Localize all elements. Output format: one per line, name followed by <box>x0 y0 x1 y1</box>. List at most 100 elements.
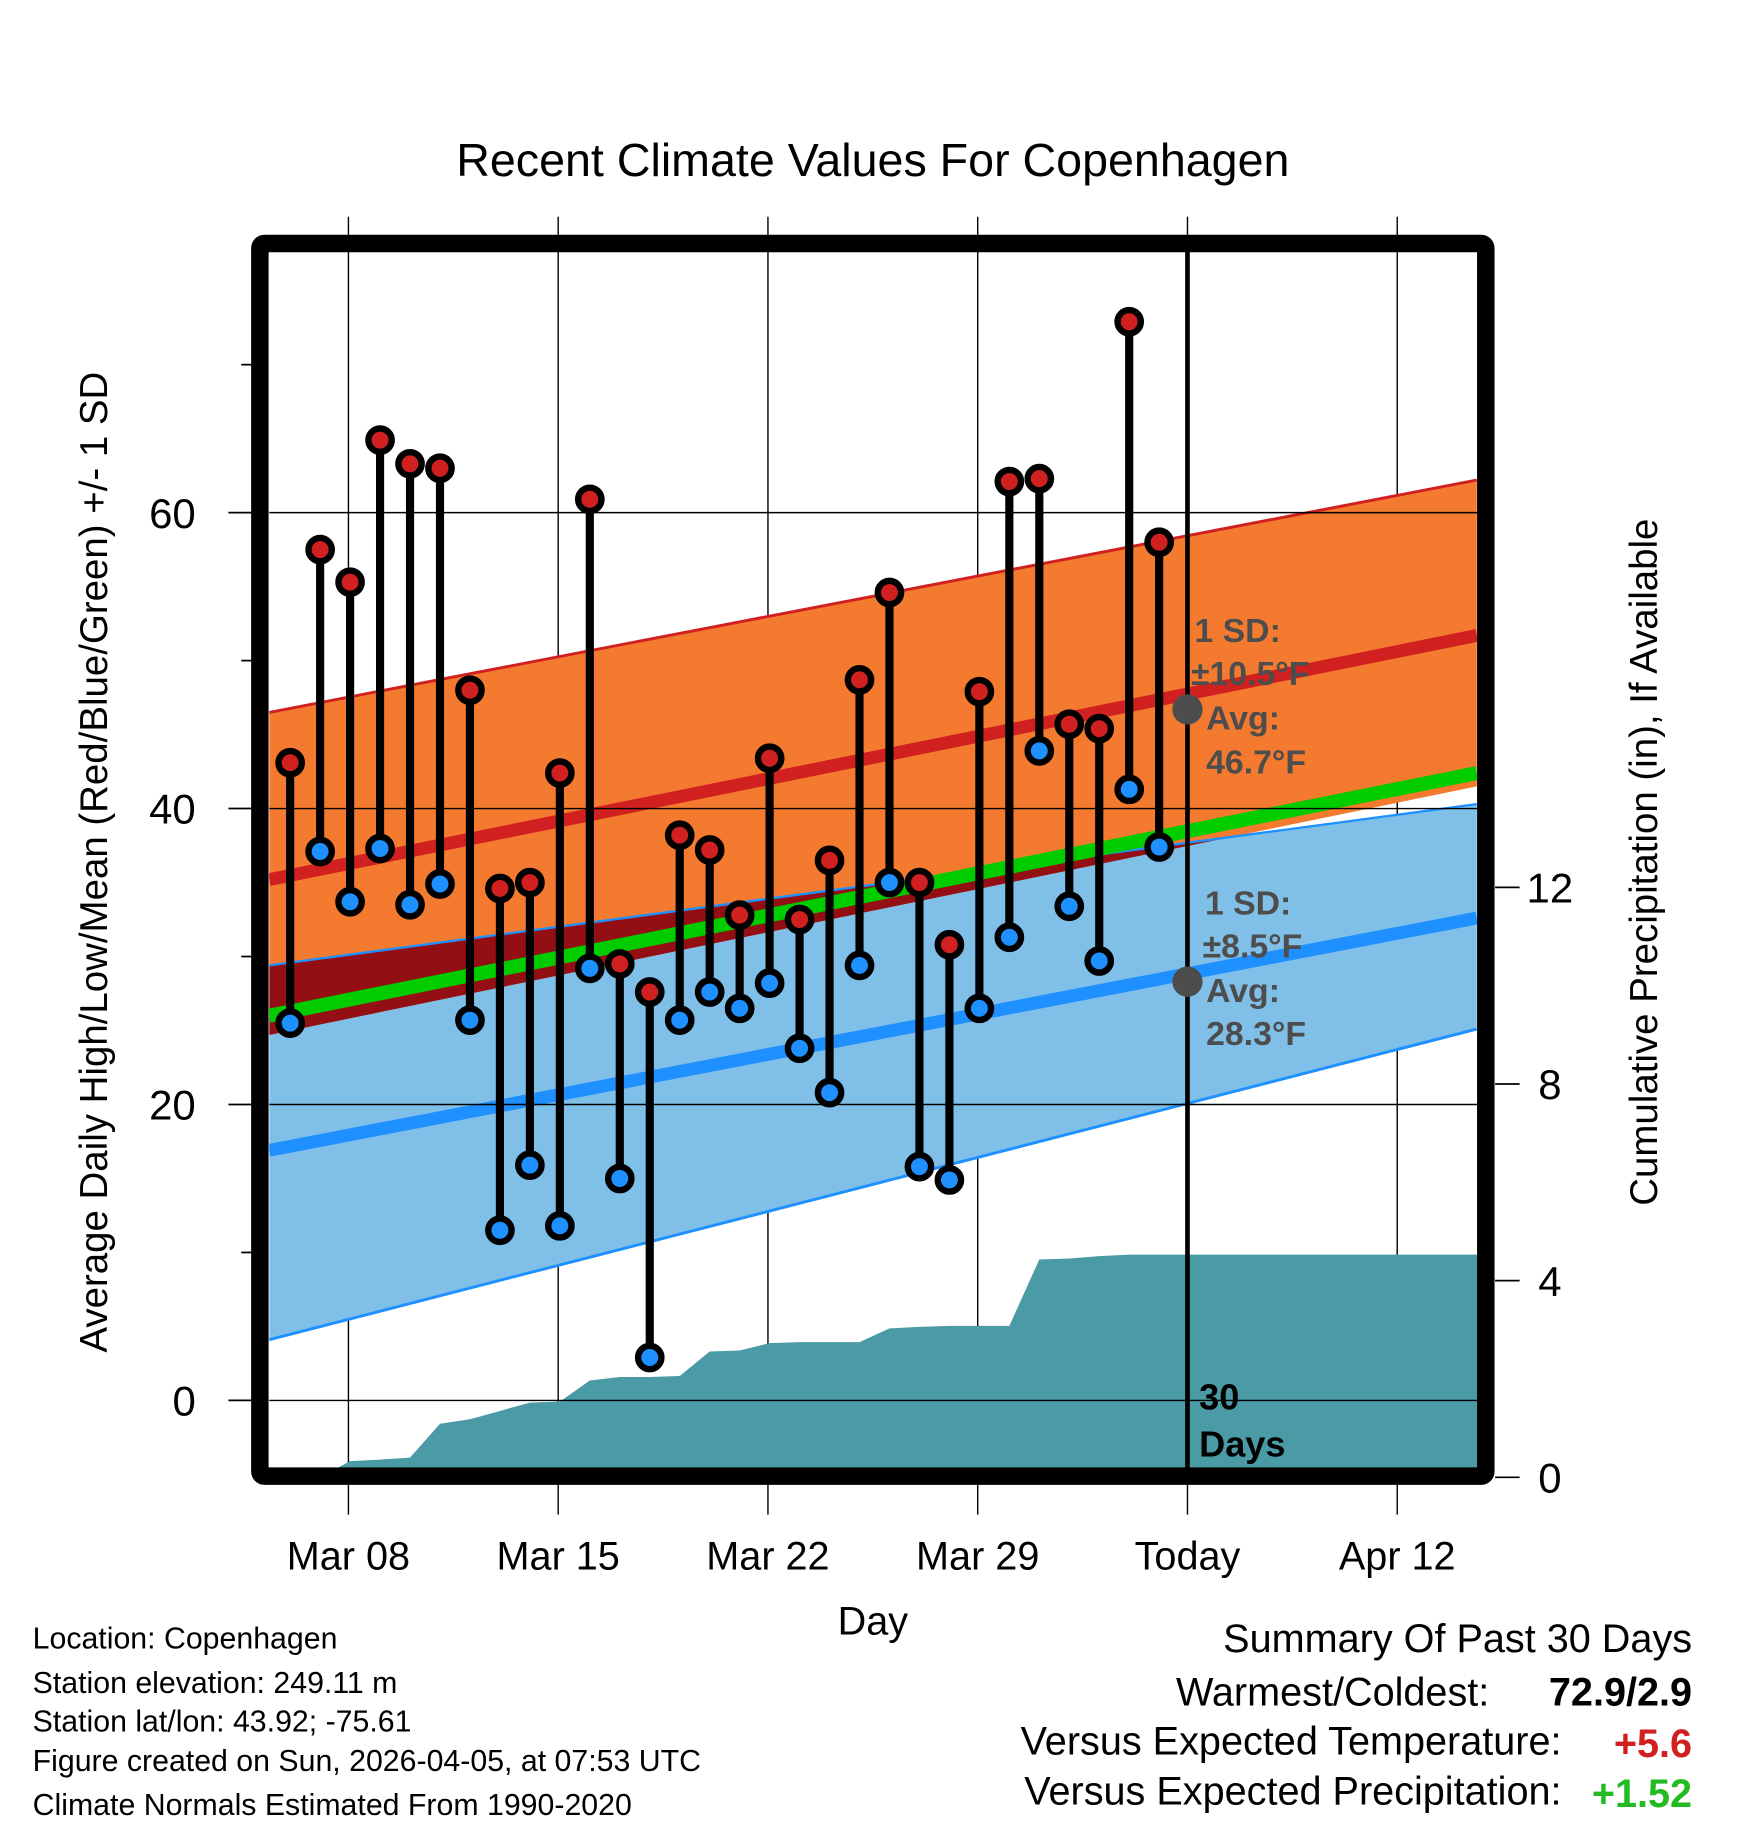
high-point <box>1024 463 1055 494</box>
low-sd-value: ±8.5°F <box>1203 928 1303 966</box>
high-point <box>724 900 755 930</box>
axes: Mar 08 Mar 15 Mar 22 Mar 29 Today Apr 1202040… <box>149 363 1574 1578</box>
high-point <box>604 949 635 979</box>
low-point <box>1084 946 1115 976</box>
high-point <box>814 845 845 876</box>
high-sd-label: 1 SD: <box>1194 612 1280 650</box>
low-point <box>485 1215 515 1246</box>
window-days-number: 30 <box>1199 1377 1239 1418</box>
summary-warm-cold-value: 72.9/2.9 <box>1549 1671 1692 1715</box>
footer-latlon: Station lat/lon: 43.92; -75.61 <box>33 1705 412 1738</box>
high-point <box>1054 709 1085 740</box>
low-sd-label: 1 SD: <box>1205 885 1291 923</box>
low-avg-label: Avg: <box>1206 972 1280 1010</box>
low-sd-lower-edge <box>269 1027 1478 1342</box>
footer-created: Figure created on Sun, 2026-04-05, at 07… <box>33 1745 701 1778</box>
normal-bands <box>269 478 1478 1468</box>
summary-warm-cold-label: Warmest/Coldest: <box>1176 1671 1489 1715</box>
y2-tick-label: 0 <box>1538 1454 1561 1501</box>
high-point <box>365 425 395 455</box>
low-point <box>724 993 755 1024</box>
low-point <box>664 1005 695 1036</box>
y-tick-label: 0 <box>172 1378 195 1425</box>
low-point <box>1024 736 1055 766</box>
high-point <box>784 904 815 935</box>
high-point <box>934 929 965 960</box>
low-point <box>904 1151 935 1182</box>
low-point <box>544 1210 575 1241</box>
high-point <box>515 867 545 898</box>
high-point <box>485 873 515 904</box>
high-sd-upper-edge <box>269 478 1478 714</box>
high-point <box>844 664 875 695</box>
high-point <box>455 675 485 706</box>
window-days-unit: Days <box>1199 1423 1285 1464</box>
low-point <box>365 833 395 864</box>
low-point <box>964 993 995 1024</box>
high-point <box>694 835 725 865</box>
high-point <box>634 977 665 1007</box>
high-point <box>305 534 335 565</box>
high-point <box>1114 306 1145 337</box>
high-point <box>904 867 935 898</box>
y2-tick-label: 12 <box>1527 864 1574 911</box>
x-tick-label: Mar 08 <box>287 1534 410 1578</box>
y2-axis-label: Cumulative Precipitation (in), If Availa… <box>1623 519 1666 1206</box>
low-point <box>425 869 455 899</box>
high-point <box>664 820 695 851</box>
low-point <box>515 1150 545 1181</box>
x-tick-label: Apr 12 <box>1339 1534 1456 1578</box>
high-point <box>1084 713 1115 744</box>
summary-title: Summary Of Past 30 Days <box>1223 1617 1692 1661</box>
x-axis-label: Day <box>838 1600 909 1644</box>
low-point <box>1114 774 1145 805</box>
high-point <box>754 743 785 774</box>
low-point <box>305 836 335 867</box>
low-avg-marker <box>1172 966 1203 997</box>
high-point <box>994 466 1025 497</box>
high-point <box>1144 527 1175 558</box>
high-point <box>874 577 905 608</box>
high-point <box>964 676 995 707</box>
footer-elevation: Station elevation: 249.11 m <box>33 1667 398 1700</box>
summary-temp-value: +5.6 <box>1614 1722 1692 1766</box>
low-point <box>604 1163 635 1194</box>
high-annotation: 1 SD: ±10.5°F Avg: 46.7°F <box>1191 612 1309 782</box>
low-point <box>784 1033 815 1064</box>
footer-location: Location: Copenhagen <box>33 1623 338 1656</box>
low-point <box>754 968 785 999</box>
low-point <box>1144 832 1175 862</box>
high-point <box>275 747 306 778</box>
high-point <box>395 448 425 479</box>
precipitation-area <box>337 1254 1478 1468</box>
normal-low-line <box>269 911 1478 1157</box>
footer-info: Location: Copenhagen Station elevation: … <box>33 1623 701 1823</box>
low-point <box>934 1165 965 1195</box>
high-avg-value: 46.7°F <box>1206 744 1306 782</box>
data-marks <box>275 251 1203 1468</box>
summary-precip-label: Versus Expected Precipitation: <box>1024 1770 1561 1814</box>
low-point <box>335 886 365 917</box>
high-point <box>574 484 605 515</box>
low-point <box>275 1008 306 1038</box>
plot-frame <box>251 234 1495 1485</box>
low-avg-value: 28.3°F <box>1206 1015 1306 1053</box>
low-point <box>814 1077 845 1108</box>
high-point <box>425 453 455 484</box>
low-point <box>455 1005 485 1036</box>
high-sd-value: ±10.5°F <box>1191 655 1309 693</box>
high-avg-marker <box>1172 694 1203 725</box>
summary-panel: Summary Of Past 30 Days Warmest/Coldest:… <box>1021 1617 1692 1816</box>
grid-lines <box>269 511 1478 1402</box>
low-point <box>874 867 905 898</box>
y-tick-label: 20 <box>149 1082 196 1129</box>
y-tick-label: 60 <box>149 490 196 537</box>
low-point <box>994 922 1025 953</box>
low-point <box>1054 891 1085 922</box>
y-tick-label: 40 <box>149 786 196 833</box>
low-point <box>395 889 425 920</box>
y2-tick-label: 4 <box>1538 1258 1561 1305</box>
low-point <box>694 977 725 1007</box>
y-axis-label: Average Daily High/Low/Mean (Red/Blue/Gr… <box>73 372 116 1353</box>
